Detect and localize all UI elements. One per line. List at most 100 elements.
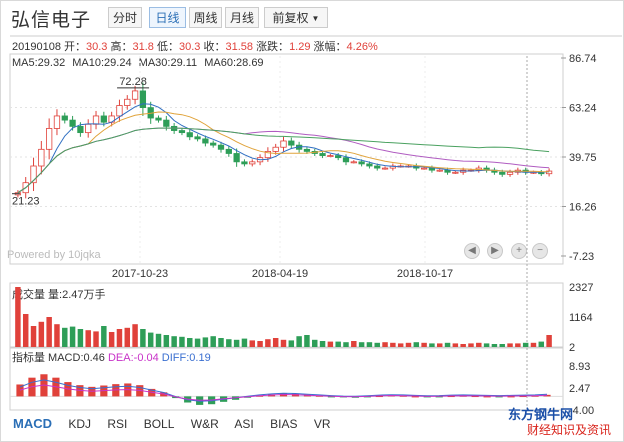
- candlestick-series: [14, 82, 553, 199]
- volume-bar: [429, 343, 435, 347]
- candle-body: [155, 117, 162, 121]
- high-annotation: 72.28: [119, 76, 147, 88]
- macd-bar: [375, 396, 383, 398]
- macd-bar: [459, 395, 467, 397]
- tab-intraday[interactable]: 分时: [108, 7, 142, 28]
- volume-bar: [187, 338, 193, 347]
- low-annotation: 21.23: [12, 196, 40, 208]
- dea-label: DEA:-0.04: [107, 352, 159, 364]
- high-label: 高：: [110, 41, 133, 53]
- candle-body: [217, 144, 225, 150]
- macd-bar: [327, 396, 336, 398]
- zoom-out-button[interactable]: −: [532, 243, 548, 259]
- volume-bar: [280, 339, 287, 347]
- zoom-in-button[interactable]: +: [511, 243, 527, 259]
- volume-bar: [444, 342, 451, 347]
- candle-body: [92, 115, 100, 125]
- high-value: 31.8: [132, 41, 154, 53]
- volume-bar: [421, 342, 427, 347]
- scroll-left-button[interactable]: ◀: [464, 243, 480, 259]
- volume-bar: [382, 342, 388, 347]
- volume-bar: [249, 340, 255, 347]
- volume-bar: [226, 339, 232, 347]
- candle-body: [30, 165, 37, 184]
- diff-label: DIFF:0.19: [161, 352, 211, 364]
- candle-body: [225, 148, 232, 154]
- tab-asi[interactable]: ASI: [234, 417, 254, 431]
- change-label: 涨跌：: [256, 41, 290, 53]
- volume-bar: [30, 326, 37, 347]
- tab-wr[interactable]: W&R: [190, 417, 219, 431]
- tab-daily[interactable]: 日线: [149, 7, 186, 28]
- candle-body: [342, 157, 350, 163]
- macd-bar: [435, 396, 443, 398]
- candle-body: [241, 161, 248, 165]
- volume-bar: [460, 344, 466, 347]
- tab-macd[interactable]: MACD: [13, 416, 52, 431]
- volume-bar: [538, 341, 545, 347]
- volume-bar: [257, 341, 263, 347]
- macd-histogram: [16, 374, 551, 405]
- watermark-line2: 财经知识及资讯: [527, 423, 612, 437]
- volume-bar: [116, 329, 123, 347]
- price-tick-label: -7.23: [569, 251, 594, 263]
- volume-bar: [499, 344, 505, 347]
- adjust-label: 前复权: [272, 11, 309, 25]
- macd-bar: [531, 395, 539, 397]
- volume-bar: [210, 336, 216, 347]
- macd-bar: [495, 396, 503, 398]
- tab-kdj[interactable]: KDJ: [68, 417, 92, 431]
- open-label: 开：: [64, 41, 87, 53]
- macd-bar: [399, 395, 407, 397]
- macd-bar: [471, 396, 479, 398]
- volume-bar: [546, 335, 552, 347]
- candle-body: [350, 161, 357, 164]
- tab-rsi[interactable]: RSI: [107, 417, 128, 431]
- tab-monthly[interactable]: 月线: [225, 7, 259, 28]
- candle-body: [202, 138, 209, 144]
- macd-bar: [315, 395, 324, 397]
- change-value: 1.29: [289, 41, 311, 53]
- volume-tick-label: 2: [569, 342, 575, 354]
- volume-bar: [179, 336, 185, 347]
- candle-body: [53, 115, 61, 129]
- powered-by: Powered by 10jqka: [7, 249, 101, 261]
- macd-bar: [519, 396, 527, 398]
- low-label: 低：: [156, 41, 179, 53]
- ma5-legend: MA5:29.32: [12, 57, 66, 69]
- price-tick-label: 16.26: [569, 202, 597, 214]
- volume-bar: [405, 342, 412, 347]
- tab-boll[interactable]: BOLL: [143, 417, 175, 431]
- quote-header: 20190108 开：30.3 高：31.8 低：30.3 收：31.58 涨跌…: [12, 38, 378, 54]
- candle-body: [420, 167, 428, 170]
- volume-bar: [69, 326, 76, 347]
- ma30-legend: MA30:29.11: [138, 57, 198, 69]
- candle-body: [139, 90, 147, 109]
- candle-body: [506, 171, 514, 175]
- chevron-down-icon: ▼: [311, 14, 320, 23]
- tab-weekly[interactable]: 周线: [189, 7, 222, 28]
- tab-vr[interactable]: VR: [313, 417, 331, 431]
- adjust-dropdown[interactable]: 前复权 ▼: [264, 7, 328, 28]
- candle-body: [452, 171, 459, 174]
- candle-body: [85, 123, 92, 134]
- candle-body: [366, 163, 373, 167]
- volume-bar: [507, 343, 513, 347]
- volume-panel-border: [9, 282, 564, 348]
- scroll-right-button[interactable]: ▶: [487, 243, 503, 259]
- candle-body: [358, 161, 365, 165]
- candle-body: [46, 128, 53, 150]
- macd-bar: [255, 395, 264, 397]
- volume-bar: [93, 331, 99, 347]
- indicator-tick-label: -4.00: [569, 405, 594, 417]
- tab-bias[interactable]: BIAS: [270, 417, 298, 431]
- volume-bar: [483, 343, 490, 347]
- candle-body: [100, 115, 107, 123]
- ma-legend: MA5:29.32 MA10:29.24 MA30:29.11 MA60:28.…: [12, 57, 268, 69]
- volume-bar: [218, 338, 224, 347]
- macd-label: 指标量 MACD:0.46: [12, 352, 105, 364]
- volume-tick-label: 2327: [569, 282, 593, 294]
- candle-body: [428, 167, 436, 171]
- macd-bar: [543, 394, 551, 397]
